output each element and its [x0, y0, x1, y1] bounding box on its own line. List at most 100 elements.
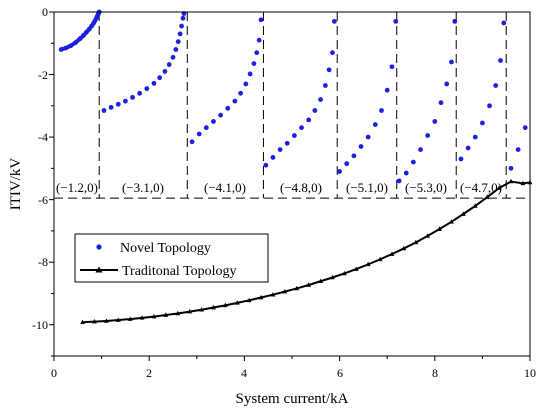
traditional-point — [294, 285, 300, 291]
novel-point — [232, 98, 238, 104]
traditional-point — [103, 318, 109, 323]
novel-point — [449, 59, 454, 65]
segment-label: (−1.2,0) — [56, 180, 98, 195]
y-tick-label: -6 — [38, 193, 48, 207]
traditional-point — [413, 239, 419, 245]
novel-point — [180, 15, 186, 21]
novel-point — [372, 122, 378, 127]
novel-point — [331, 18, 337, 24]
novel-point — [101, 108, 107, 113]
traditional-point — [258, 294, 264, 300]
novel-point — [270, 155, 276, 160]
y-axis-label: ITIV/kV — [8, 158, 24, 211]
traditional-point — [151, 313, 157, 319]
novel-point — [493, 83, 499, 88]
novel-point — [351, 153, 357, 159]
novel-point — [438, 100, 444, 106]
novel-point — [123, 98, 128, 104]
segment-label: (−4.8,0) — [280, 180, 322, 195]
novel-point — [291, 133, 297, 138]
y-tick-label: -10 — [32, 318, 48, 332]
novel-point — [130, 94, 135, 100]
legend-label-traditional: Traditonal Topology — [122, 264, 237, 279]
x-axis-label: System current/kA — [236, 391, 349, 407]
novel-point — [379, 108, 384, 113]
novel-point — [330, 50, 335, 56]
traditional-point — [139, 315, 145, 320]
traditional-point — [341, 270, 347, 276]
traditional-point — [199, 307, 204, 312]
novel-point — [166, 62, 172, 67]
novel-point — [306, 117, 312, 123]
novel-point — [365, 134, 371, 140]
traditional-point — [449, 219, 454, 224]
x-tick-label: 4 — [241, 366, 247, 380]
novel-point — [425, 133, 431, 138]
traditional-point — [353, 266, 359, 271]
novel-point — [251, 61, 257, 66]
traditional-point — [115, 317, 121, 322]
novel-point — [508, 165, 514, 171]
novel-point — [393, 18, 399, 24]
y-tick-label: -8 — [38, 255, 48, 269]
traditional-point — [520, 180, 526, 186]
legend: Novel Topology Traditonal Topology — [74, 233, 269, 283]
novel-point — [480, 120, 485, 126]
segment-label: (−4.7,0) — [460, 180, 502, 195]
novel-point — [137, 90, 143, 96]
traditional-point — [472, 203, 478, 208]
plot-marks — [54, 9, 533, 325]
novel-point — [472, 134, 478, 140]
novel-point — [396, 178, 402, 184]
novel-point — [173, 47, 179, 52]
novel-point — [487, 103, 492, 109]
traditional-point — [127, 316, 133, 321]
novel-point — [225, 105, 231, 111]
novel-point — [211, 119, 216, 124]
novel-dense-arc — [59, 10, 102, 52]
traditional-point — [330, 274, 335, 280]
y-tick-label: -2 — [38, 68, 48, 82]
traditional-point — [187, 308, 193, 314]
novel-point — [177, 31, 183, 37]
traditional-point — [377, 256, 383, 262]
traditional-point — [211, 304, 216, 310]
novel-point — [299, 125, 304, 131]
novel-point — [179, 23, 184, 29]
novel-point — [263, 162, 269, 168]
novel-point — [312, 108, 318, 113]
novel-point — [203, 125, 209, 131]
x-tick-label: 0 — [51, 366, 57, 380]
traditional-point — [508, 178, 514, 184]
y-tick-label: 0 — [42, 5, 48, 19]
novel-point — [243, 81, 249, 87]
novel-point — [256, 37, 262, 43]
traditional-point — [318, 278, 323, 284]
traditional-point — [234, 300, 240, 305]
legend-box — [74, 233, 269, 283]
novel-point — [458, 156, 464, 162]
traditional-point — [484, 194, 490, 199]
novel-point — [403, 170, 409, 176]
novel-point — [162, 69, 168, 74]
traditional-point — [80, 319, 85, 325]
traditional-point — [270, 292, 276, 297]
traditional-point — [437, 226, 442, 231]
traditional-point — [365, 261, 371, 267]
novel-point — [258, 17, 264, 23]
novel-point — [358, 144, 364, 149]
novel-point — [337, 169, 342, 174]
novel-point — [218, 112, 224, 118]
novel-point — [277, 147, 283, 153]
traditional-point — [163, 312, 169, 317]
novel-point — [170, 54, 176, 60]
novel-point — [389, 64, 395, 70]
novel-point — [410, 159, 416, 165]
novel-point — [151, 80, 157, 86]
legend-marker-novel — [96, 244, 102, 250]
traditional-point — [306, 282, 312, 287]
novel-point — [247, 71, 253, 77]
traditional-point — [460, 211, 466, 216]
novel-point — [515, 147, 521, 153]
